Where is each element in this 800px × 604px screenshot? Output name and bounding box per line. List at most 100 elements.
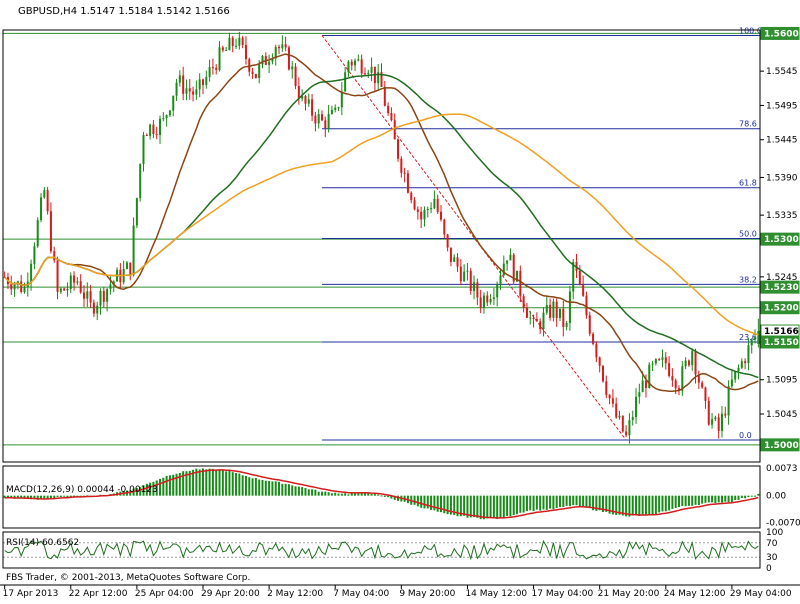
macd-histogram-bar <box>588 495 591 509</box>
macd-histogram-bar <box>449 495 452 515</box>
candle-body <box>238 37 241 46</box>
candle-body <box>185 88 188 94</box>
macd-histogram-bar <box>254 477 257 496</box>
macd-histogram-bar <box>668 495 671 511</box>
candle-body <box>350 61 353 66</box>
macd-histogram-bar <box>330 493 333 496</box>
macd-histogram-bar <box>549 495 552 509</box>
price-tick-label: 1.5390 <box>766 173 798 183</box>
candle-body <box>453 257 456 262</box>
candle-body <box>671 376 674 381</box>
macd-histogram-bar <box>327 492 330 496</box>
macd-histogram-bar <box>737 495 740 500</box>
candle-body <box>278 46 281 49</box>
macd-histogram-bar <box>674 495 677 508</box>
fibonacci-level-label: 50.0 <box>739 229 757 238</box>
rsi-tick-label: 30 <box>766 553 778 563</box>
candle-body <box>403 172 406 174</box>
candle-body <box>112 281 115 285</box>
candle-body <box>218 47 221 71</box>
macd-histogram-bar <box>350 493 353 496</box>
candle-body <box>631 416 634 421</box>
candle-body <box>357 59 360 61</box>
macd-histogram-bar <box>628 495 631 517</box>
macd-histogram-bar <box>559 495 562 508</box>
macd-histogram-bar <box>40 495 43 500</box>
candle-body <box>502 263 505 276</box>
candle-body <box>506 260 509 264</box>
candle-body <box>99 290 102 306</box>
candle-body <box>430 208 433 210</box>
macd-histogram-bar <box>23 495 26 499</box>
macd-histogram-bar <box>30 495 33 500</box>
macd-histogram-bar <box>347 494 350 496</box>
macd-histogram-bar <box>482 495 485 520</box>
candle-body <box>582 285 585 296</box>
macd-histogram-bar <box>178 472 181 496</box>
candle-body <box>387 105 390 114</box>
macd-histogram-bar <box>724 495 727 502</box>
axes-layer: 1.5545 1.5495 1.5445 1.5390 1.5335 1.5245 1.50… <box>0 29 800 599</box>
candle-body <box>142 134 145 164</box>
macd-histogram-bar <box>198 469 201 496</box>
candle-body <box>274 46 277 59</box>
candle-body <box>215 67 218 71</box>
candle-body <box>654 359 657 364</box>
candle-body <box>89 291 92 303</box>
candle-body <box>449 247 452 262</box>
candle-body <box>284 44 287 48</box>
candle-body <box>625 431 628 436</box>
macd-histogram-bar <box>562 495 565 508</box>
candle-body <box>135 198 138 226</box>
candle-body <box>549 304 552 318</box>
candle-body <box>433 198 436 209</box>
rsi-tick-label: 100 <box>766 528 783 538</box>
candle-body <box>727 386 730 416</box>
macd-histogram-bar <box>251 478 254 496</box>
candle-body <box>737 367 740 372</box>
candle-body <box>109 284 112 289</box>
price-tick-label: 1.5095 <box>766 376 798 386</box>
candle-body <box>720 413 723 431</box>
time-tick-label: 22 Apr 12:00 <box>69 589 128 599</box>
candle-body <box>598 357 601 366</box>
candle-body <box>314 115 317 124</box>
price-label-text: 1.5300 <box>764 235 799 245</box>
candle-body <box>568 291 571 323</box>
candle-body <box>59 288 62 292</box>
macd-histogram-bar <box>466 495 469 518</box>
candle-body <box>664 357 667 364</box>
candle-body <box>595 343 598 358</box>
candle-body <box>297 86 300 99</box>
macd-histogram-bar <box>720 495 723 503</box>
macd-histogram-bar <box>572 495 575 506</box>
candle-body <box>228 37 231 51</box>
candle-body <box>129 262 132 276</box>
macd-histogram-bar <box>555 495 558 509</box>
candle-body <box>539 321 542 330</box>
candle-body <box>413 200 416 210</box>
macd-histogram-bar <box>205 469 208 496</box>
candle-body <box>717 417 720 431</box>
macd-histogram-bar <box>545 495 548 510</box>
macd-histogram-bar <box>592 495 595 511</box>
macd-histogram-bar <box>747 495 750 498</box>
fibonacci-level-label: 78.6 <box>739 120 757 129</box>
macd-histogram-bar <box>159 478 162 496</box>
macd-histogram-bar <box>135 488 138 496</box>
macd-histogram-bar <box>426 495 429 509</box>
price-tick-label: 1.5045 <box>766 410 798 420</box>
macd-histogram-bar <box>648 495 651 515</box>
candle-body <box>208 67 211 77</box>
candle-body <box>734 371 737 380</box>
macd-histogram-bar <box>542 495 545 510</box>
candle-body <box>370 66 373 73</box>
macd-tick-label: 0.0073 <box>766 464 798 474</box>
macd-histogram-bar <box>33 495 36 500</box>
macd-histogram-bar <box>489 495 492 519</box>
macd-histogram-bar <box>49 495 52 499</box>
candle-body <box>23 287 26 293</box>
candle-body <box>254 73 257 79</box>
candle-body <box>724 413 727 416</box>
